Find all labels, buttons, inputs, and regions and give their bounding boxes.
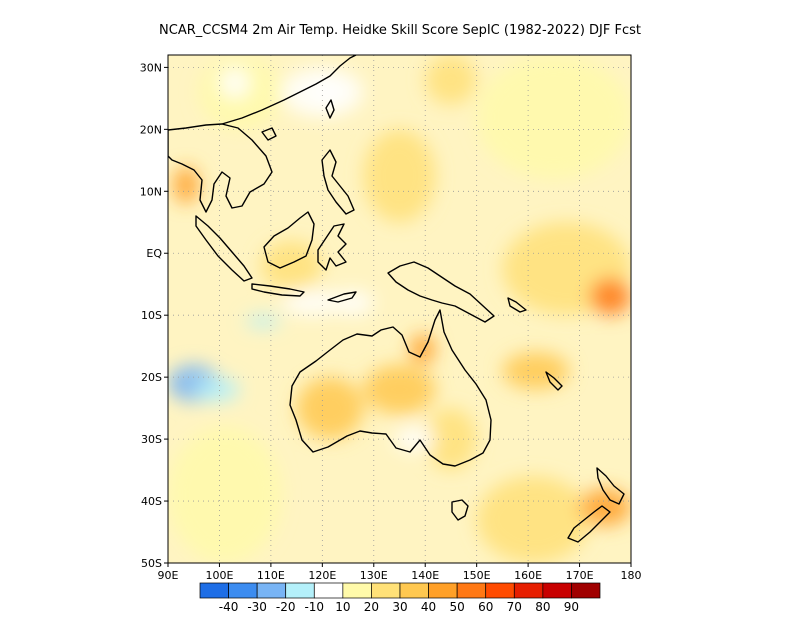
new-guinea-coast (387, 261, 495, 323)
australia-coast (289, 309, 492, 467)
java-coast (251, 283, 305, 297)
skill-region-3 (312, 79, 343, 105)
philippines-coast (321, 149, 355, 215)
lon-tick-label: 180 (621, 569, 642, 582)
skill-region-10 (260, 240, 323, 291)
new-caledonia-coast (545, 371, 563, 391)
skill-regions (168, 55, 631, 563)
borneo-coast (263, 211, 315, 269)
solomon-islands-coast (507, 297, 527, 313)
colorbar-label: 60 (478, 600, 493, 614)
colorbar-label: 80 (535, 600, 550, 614)
skill-region-21 (168, 426, 282, 563)
lon-tick-label: 130E (360, 569, 388, 582)
lat-tick-label: 30S (141, 433, 162, 446)
colorbar-swatch (313, 582, 344, 599)
hainan-coast (261, 127, 277, 141)
colorbar-label: 90 (564, 600, 579, 614)
colorbar-swatch (456, 582, 487, 599)
plot-area (167, 54, 632, 564)
lon-tick-label: 170E (566, 569, 594, 582)
colorbar-swatch (399, 582, 429, 599)
lat-tick-label: 20N (140, 123, 162, 136)
map-title: NCAR_CCSM4 2m Air Temp. Heidke Skill Sco… (159, 23, 641, 38)
colorbar-swatches (199, 582, 601, 599)
lon-tick-label: 110E (257, 569, 285, 582)
new-zealand-north (596, 467, 625, 505)
sumatra-coast (195, 215, 253, 282)
lon-tick-label: 100E (205, 569, 233, 582)
colorbar-swatch (542, 582, 572, 599)
skill-region-16 (296, 377, 364, 440)
colorbar-swatch (428, 582, 458, 599)
lon-tick-label: 120E (308, 569, 336, 582)
colorbar-label: 10 (335, 600, 350, 614)
colorbar-swatch (371, 582, 401, 599)
colorbar-swatch (513, 582, 544, 599)
lat-tick-label: 20S (141, 371, 162, 384)
coastlines (168, 55, 625, 543)
lon-tick-label: 150E (463, 569, 491, 582)
colorbar-swatch (571, 582, 601, 599)
tasmania-coast (451, 499, 469, 521)
colorbar-label: -40 (219, 600, 239, 614)
lat-tick-label: 50S (141, 557, 162, 570)
skill-region-6 (476, 55, 631, 179)
colorbar-swatch (342, 582, 372, 599)
skill-region-9 (173, 166, 199, 204)
indochina-coast (168, 123, 273, 213)
skill-region-15 (409, 333, 436, 365)
skill-region-14 (363, 364, 436, 415)
colorbar-swatch (285, 582, 315, 599)
lon-tick-label: 140E (411, 569, 439, 582)
skill-region-1 (219, 67, 251, 99)
colorbar-swatch (485, 582, 515, 599)
skill-region-22 (476, 476, 590, 563)
colorbar-labels: -40 -30 -20 -10 10 20 30 40 50 60 70 80 90 (219, 600, 579, 614)
skill-region-20 (193, 377, 241, 402)
latitude-axis: 30N 20N 10N EQ 10S 20S 30S 40S 50S (140, 61, 168, 570)
skill-region-23 (579, 488, 631, 526)
skill-region-18 (502, 352, 570, 390)
colorbar-label: 20 (364, 600, 379, 614)
colorbar-label: -20 (276, 600, 296, 614)
skill-region-24 (394, 426, 436, 452)
lat-tick-label: 30N (140, 61, 162, 74)
skill-region-8 (589, 278, 631, 316)
colorbar-label: 30 (392, 600, 407, 614)
skill-region-5 (425, 55, 477, 105)
colorbar-label: 70 (507, 600, 522, 614)
skill-region-13 (245, 315, 282, 328)
lat-tick-label: 40S (141, 495, 162, 508)
lat-tick-label: 10N (140, 185, 162, 198)
china-coast (221, 55, 357, 125)
lat-tick-label: 10S (141, 309, 162, 322)
lon-tick-label: 160E (514, 569, 542, 582)
skill-region-4 (363, 129, 436, 223)
skill-region-17 (425, 408, 477, 471)
plot-frame (167, 54, 632, 564)
timor-coast (327, 291, 357, 303)
sulawesi-coast (317, 223, 347, 271)
lat-tick-label: EQ (146, 247, 162, 260)
colorbar-label: -10 (304, 600, 324, 614)
colorbar-swatch (199, 582, 229, 599)
skill-region-11 (281, 290, 343, 316)
colorbar-label: 40 (421, 600, 436, 614)
colorbar-label: -30 (247, 600, 267, 614)
colorbar-label: 50 (450, 600, 465, 614)
colorbar-swatch (256, 582, 287, 599)
colorbar: -40 -30 -20 -10 10 20 30 40 50 60 70 80 90 (199, 582, 601, 614)
taiwan-coast (325, 99, 335, 119)
lon-tick-label: 90E (158, 569, 179, 582)
skill-region-12 (332, 290, 374, 316)
longitude-axis: 90E 100E 110E 120E 130E 140E 150E 160E 170E 180 (158, 563, 642, 582)
colorbar-swatch (228, 582, 258, 599)
new-zealand-south (567, 505, 611, 543)
